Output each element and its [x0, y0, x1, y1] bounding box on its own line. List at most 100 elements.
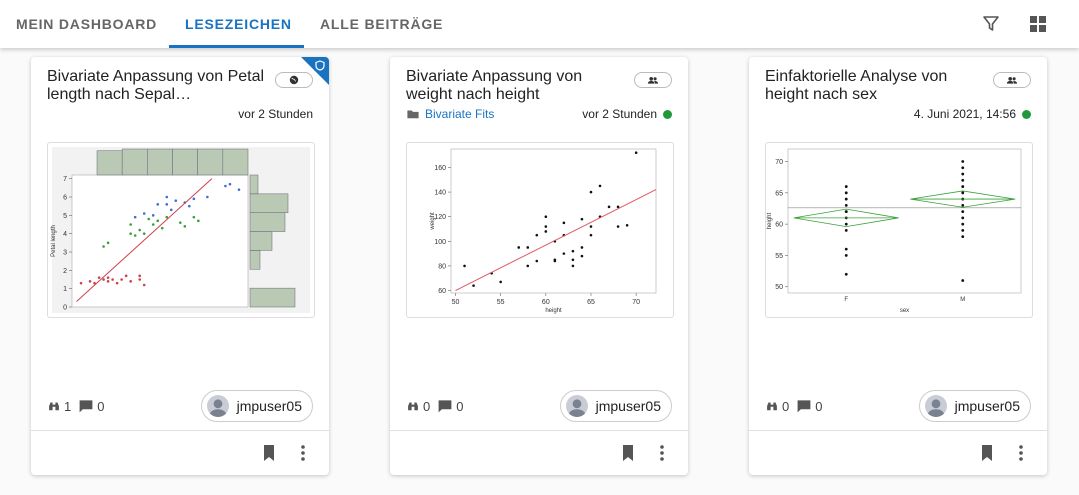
point	[183, 225, 187, 228]
y-tick-label: 6	[63, 195, 67, 202]
featured-badge	[301, 57, 329, 85]
point	[129, 232, 132, 235]
thumbnail[interactable]: 50 55 60 65 70 height sex F M	[765, 142, 1033, 318]
y-tick-label: 7	[63, 176, 67, 183]
point	[580, 254, 584, 258]
comments-count: 0	[97, 398, 105, 414]
x-tick-label: 55	[497, 299, 505, 306]
point	[138, 274, 141, 278]
views-count: 0	[423, 398, 431, 414]
post-card[interactable]: Einfaktorielle Analyse von height nach s…	[749, 57, 1047, 475]
point	[580, 217, 584, 221]
post-time: 4. Juni 2021, 14:56	[914, 107, 1031, 121]
folder-link[interactable]: Bivariate Fits	[406, 107, 494, 121]
y-tick-label: 60	[438, 288, 446, 295]
point	[961, 216, 965, 220]
post-card[interactable]: Bivariate Anpassung von Petal length nac…	[31, 57, 329, 475]
point	[961, 228, 965, 232]
more-button[interactable]	[1011, 443, 1031, 463]
point	[106, 280, 110, 283]
point	[553, 259, 557, 263]
histogram-bar	[222, 148, 249, 176]
tab[interactable]: MEIN DASHBOARD	[16, 16, 158, 32]
more-button[interactable]	[652, 443, 672, 463]
visibility-badge	[993, 72, 1031, 88]
bookmark-button[interactable]	[977, 443, 997, 463]
point	[616, 225, 620, 228]
point	[102, 278, 105, 281]
point	[499, 280, 502, 284]
user-chip[interactable]: jmpuser05	[200, 390, 313, 422]
y-tick-label: 60	[775, 222, 783, 229]
tab[interactable]: ALLE BEITRÄGE	[320, 16, 444, 32]
point	[961, 203, 965, 207]
point	[544, 215, 548, 218]
user-name: jmpuser05	[236, 398, 302, 414]
point	[197, 219, 200, 223]
filter-icon[interactable]	[981, 14, 1001, 34]
y-tick-label: 140	[434, 190, 446, 197]
card-title[interactable]: Bivariate Anpassung von weight nach heig…	[406, 68, 583, 103]
point	[961, 185, 965, 188]
status-dot	[663, 109, 672, 119]
point	[165, 195, 169, 199]
point	[192, 215, 196, 219]
folder-name: Bivariate Fits	[425, 107, 495, 121]
point	[589, 190, 593, 194]
y-tick-label: 65	[775, 190, 783, 197]
user-chip[interactable]: jmpuser05	[559, 390, 672, 422]
point	[156, 219, 160, 223]
tab-indicator	[169, 45, 304, 48]
y-tick-label: 100	[434, 239, 446, 246]
point	[206, 195, 209, 199]
point	[88, 280, 92, 283]
point	[961, 172, 965, 176]
user-chip[interactable]: jmpuser05	[918, 390, 1031, 422]
x-tick-label: F	[844, 297, 848, 303]
means-diamond	[910, 190, 1016, 208]
point	[571, 258, 575, 262]
point	[97, 276, 101, 279]
tab-active[interactable]: LESEZEICHEN	[185, 16, 292, 32]
y-tick-label: 55	[775, 253, 783, 260]
y-axis-label: height	[767, 212, 773, 229]
point	[844, 247, 848, 251]
views-count: 0	[782, 398, 790, 414]
status-dot	[1022, 109, 1031, 119]
post-card[interactable]: Bivariate Anpassung von weight nach heig…	[390, 57, 688, 475]
point	[79, 281, 83, 285]
layout-icon[interactable]	[1028, 14, 1048, 34]
histogram-bar	[197, 148, 224, 176]
point	[129, 223, 132, 226]
point	[607, 205, 611, 209]
y-tick-label: 0	[63, 305, 67, 312]
point	[961, 279, 965, 282]
card-title[interactable]: Bivariate Anpassung von Petal length nac…	[47, 68, 265, 103]
point	[237, 188, 241, 191]
avatar	[206, 395, 229, 417]
thumbnail-chart: 50 55 60 65 70 height sex F M	[767, 148, 1022, 314]
histogram-bar	[147, 148, 173, 176]
point	[571, 264, 575, 268]
thumbnail[interactable]: 0 1 2 3 4 5 6 7 Petal length	[47, 142, 315, 318]
card-title[interactable]: Einfaktorielle Analyse von height nach s…	[765, 68, 948, 103]
point	[535, 259, 539, 263]
bookmark-button[interactable]	[259, 443, 279, 463]
bookmark-button[interactable]	[618, 443, 638, 463]
visibility-icon	[1006, 74, 1018, 86]
y-tick-label: 160	[434, 165, 446, 172]
point	[961, 235, 965, 239]
fit-line	[76, 178, 213, 302]
thumbnail-chart: 60 80 100 120 140 160 50 55 60 65 70 weight height	[430, 148, 657, 314]
tab-bar: MEIN DASHBOARD LESEZEICHEN ALLE BEITRÄGE	[0, 0, 1079, 48]
point	[102, 245, 105, 248]
histogram-bar	[249, 174, 259, 195]
thumbnail[interactable]: 60 80 100 120 140 160 50 55 60 65 70 weight height	[406, 142, 674, 318]
point	[106, 276, 110, 279]
point	[192, 197, 196, 201]
point	[634, 151, 638, 154]
more-button[interactable]	[293, 443, 313, 463]
visibility-badge	[275, 72, 313, 88]
